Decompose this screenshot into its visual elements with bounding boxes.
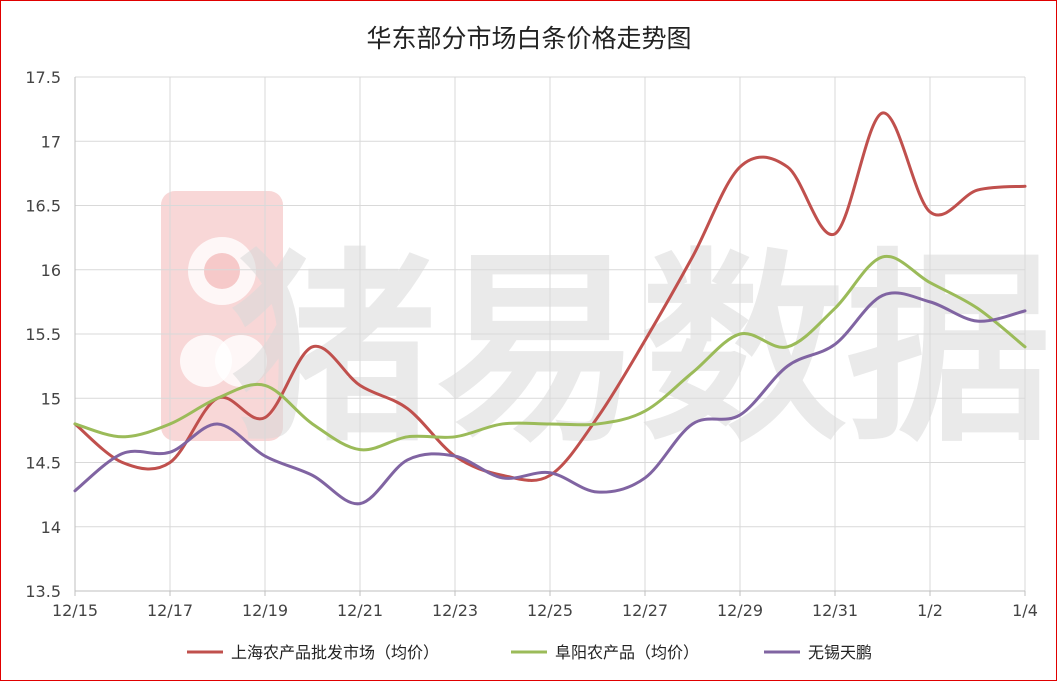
y-tick-label: 14.5 [25, 454, 61, 473]
series-line-2 [73, 254, 1027, 452]
x-tick-label: 1/4 [1012, 601, 1038, 620]
watermark-logo-icon [161, 191, 283, 441]
y-tick-label: 16.5 [25, 197, 61, 216]
y-tick-label: 16 [41, 261, 61, 280]
legend-item: 阜阳农产品（均价） [511, 643, 699, 662]
y-tick-label: 13.5 [25, 582, 61, 601]
series-lines [73, 111, 1027, 506]
series-line-3 [73, 291, 1027, 506]
axes: 13.5 14 14.5 15 15.5 16 16.5 17 17.5 12/15 12/17 12… [25, 68, 1038, 620]
legend: 上海农产品批发市场（均价） 阜阳农产品（均价） 无锡天鹏 [187, 643, 872, 662]
legend-item: 上海农产品批发市场（均价） [187, 643, 439, 662]
y-tick-label: 17.5 [25, 68, 61, 87]
watermark: 猪易数据 [161, 191, 1051, 470]
chart-title: 华东部分市场白条价格走势图 [366, 24, 691, 53]
x-tick-label: 12/21 [337, 601, 383, 620]
series-line-1 [73, 111, 1027, 482]
y-tick-label: 14 [41, 518, 61, 537]
legend-item: 无锡天鹏 [764, 643, 872, 662]
y-tick-label: 17 [41, 132, 61, 151]
y-tick-label: 15 [41, 389, 61, 408]
legend-label: 上海农产品批发市场（均价） [231, 643, 439, 662]
x-tick-label: 12/19 [242, 601, 288, 620]
legend-label: 无锡天鹏 [808, 643, 872, 662]
legend-label: 阜阳农产品（均价） [555, 643, 699, 662]
x-tick-label: 12/15 [52, 601, 98, 620]
x-tick-label: 12/25 [527, 601, 573, 620]
x-tick-label: 12/29 [717, 601, 763, 620]
watermark-text: 猪易数据 [231, 232, 1051, 470]
x-tick-label: 12/27 [622, 601, 668, 620]
y-tick-label: 15.5 [25, 325, 61, 344]
x-tick-label: 12/31 [812, 601, 858, 620]
x-tick-label: 1/2 [917, 601, 943, 620]
gridlines [75, 76, 1026, 591]
x-tick-label: 12/23 [432, 601, 478, 620]
x-tick-label: 12/17 [147, 601, 193, 620]
